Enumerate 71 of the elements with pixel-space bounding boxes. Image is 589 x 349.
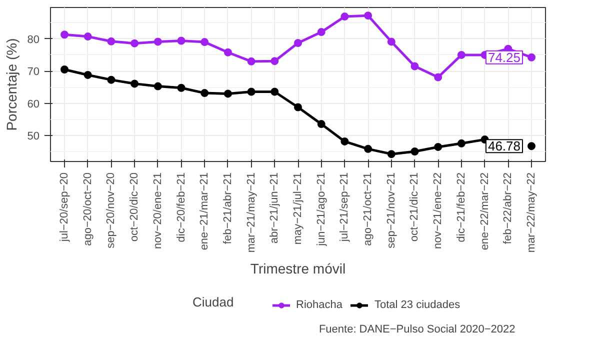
point (107, 37, 116, 46)
x-tick-label: nov−21/ene−22 (432, 172, 444, 249)
data-label: 74.25 (488, 50, 521, 65)
point (200, 38, 209, 46)
legend-label: Riohacha (296, 299, 342, 311)
x-tick-label: jul−20/sep−20 (58, 172, 71, 243)
point (84, 32, 92, 41)
point (364, 144, 372, 153)
point (270, 88, 279, 96)
point (154, 38, 162, 46)
x-axis-title: Trimestre móvil (250, 260, 346, 277)
point (317, 120, 326, 128)
y-tick-label: 50 (27, 130, 40, 143)
x-tick-label: ago−21/oct−21 (362, 172, 374, 246)
source-note: Fuente: DANE−Pulso Social 2020−2022 (318, 324, 516, 336)
x-tick-label: sep−21/nov−21 (385, 172, 398, 248)
x-tick-label: ene−21/mar−21 (198, 172, 211, 250)
data-label: 46.78 (488, 138, 521, 154)
y-tick-label: 80 (27, 34, 40, 46)
y-axis-title: Porcentaje (%) (3, 38, 20, 131)
point (340, 12, 349, 21)
point (130, 80, 139, 88)
point (364, 12, 372, 20)
x-tick-label: nov−20/ene−21 (152, 172, 164, 249)
x-tick-label: may−21/jul−21 (292, 172, 304, 245)
point (177, 84, 186, 92)
x-tick-label: jul−21/sep−21 (338, 172, 351, 243)
point (527, 53, 536, 62)
x-tick-label: ago−20/oct−20 (82, 172, 94, 246)
x-tick-label: abr−21/jun−21 (268, 172, 281, 244)
point (107, 76, 116, 84)
x-tick-label: feb−21/abr−21 (222, 172, 234, 244)
point (130, 39, 139, 48)
point (294, 103, 302, 112)
point (317, 28, 326, 36)
x-tick-label: oct−20/dic−20 (128, 172, 141, 242)
point (410, 148, 419, 156)
x-tick-label: oct−21/dic−21 (408, 172, 421, 242)
point (84, 70, 92, 79)
point (457, 139, 466, 148)
point (340, 137, 349, 146)
point (387, 150, 396, 158)
legend-title: Ciudad (192, 294, 234, 310)
point (224, 90, 232, 98)
point (294, 39, 302, 48)
point (60, 30, 69, 39)
x-tick-label: feb−22/abr−22 (502, 172, 514, 244)
point (247, 57, 256, 66)
x-tick-label: jun−21/ago−21 (315, 172, 328, 247)
x-tick-label: ene−22/mar−22 (478, 172, 491, 250)
x-tick-label: mar−21/may−21 (245, 172, 258, 253)
point (60, 65, 69, 74)
x-tick-label: mar−22/may−22 (525, 172, 538, 253)
y-tick-label: 60 (27, 98, 40, 110)
point (434, 142, 442, 151)
x-tick-label: dic−20/feb−21 (175, 172, 188, 242)
point (434, 73, 442, 82)
point (387, 38, 396, 46)
point (154, 82, 162, 90)
point (224, 48, 232, 56)
point (200, 89, 209, 98)
point (527, 142, 536, 150)
point (247, 88, 256, 96)
point (457, 50, 466, 59)
point (410, 62, 419, 70)
point (270, 57, 279, 66)
x-tick-label: sep−20/nov−20 (105, 172, 118, 248)
legend-label: Total 23 ciudades (374, 299, 460, 311)
y-tick-label: 70 (27, 66, 40, 78)
point (177, 36, 186, 45)
x-tick-label: dic−21/feb−22 (455, 172, 468, 242)
